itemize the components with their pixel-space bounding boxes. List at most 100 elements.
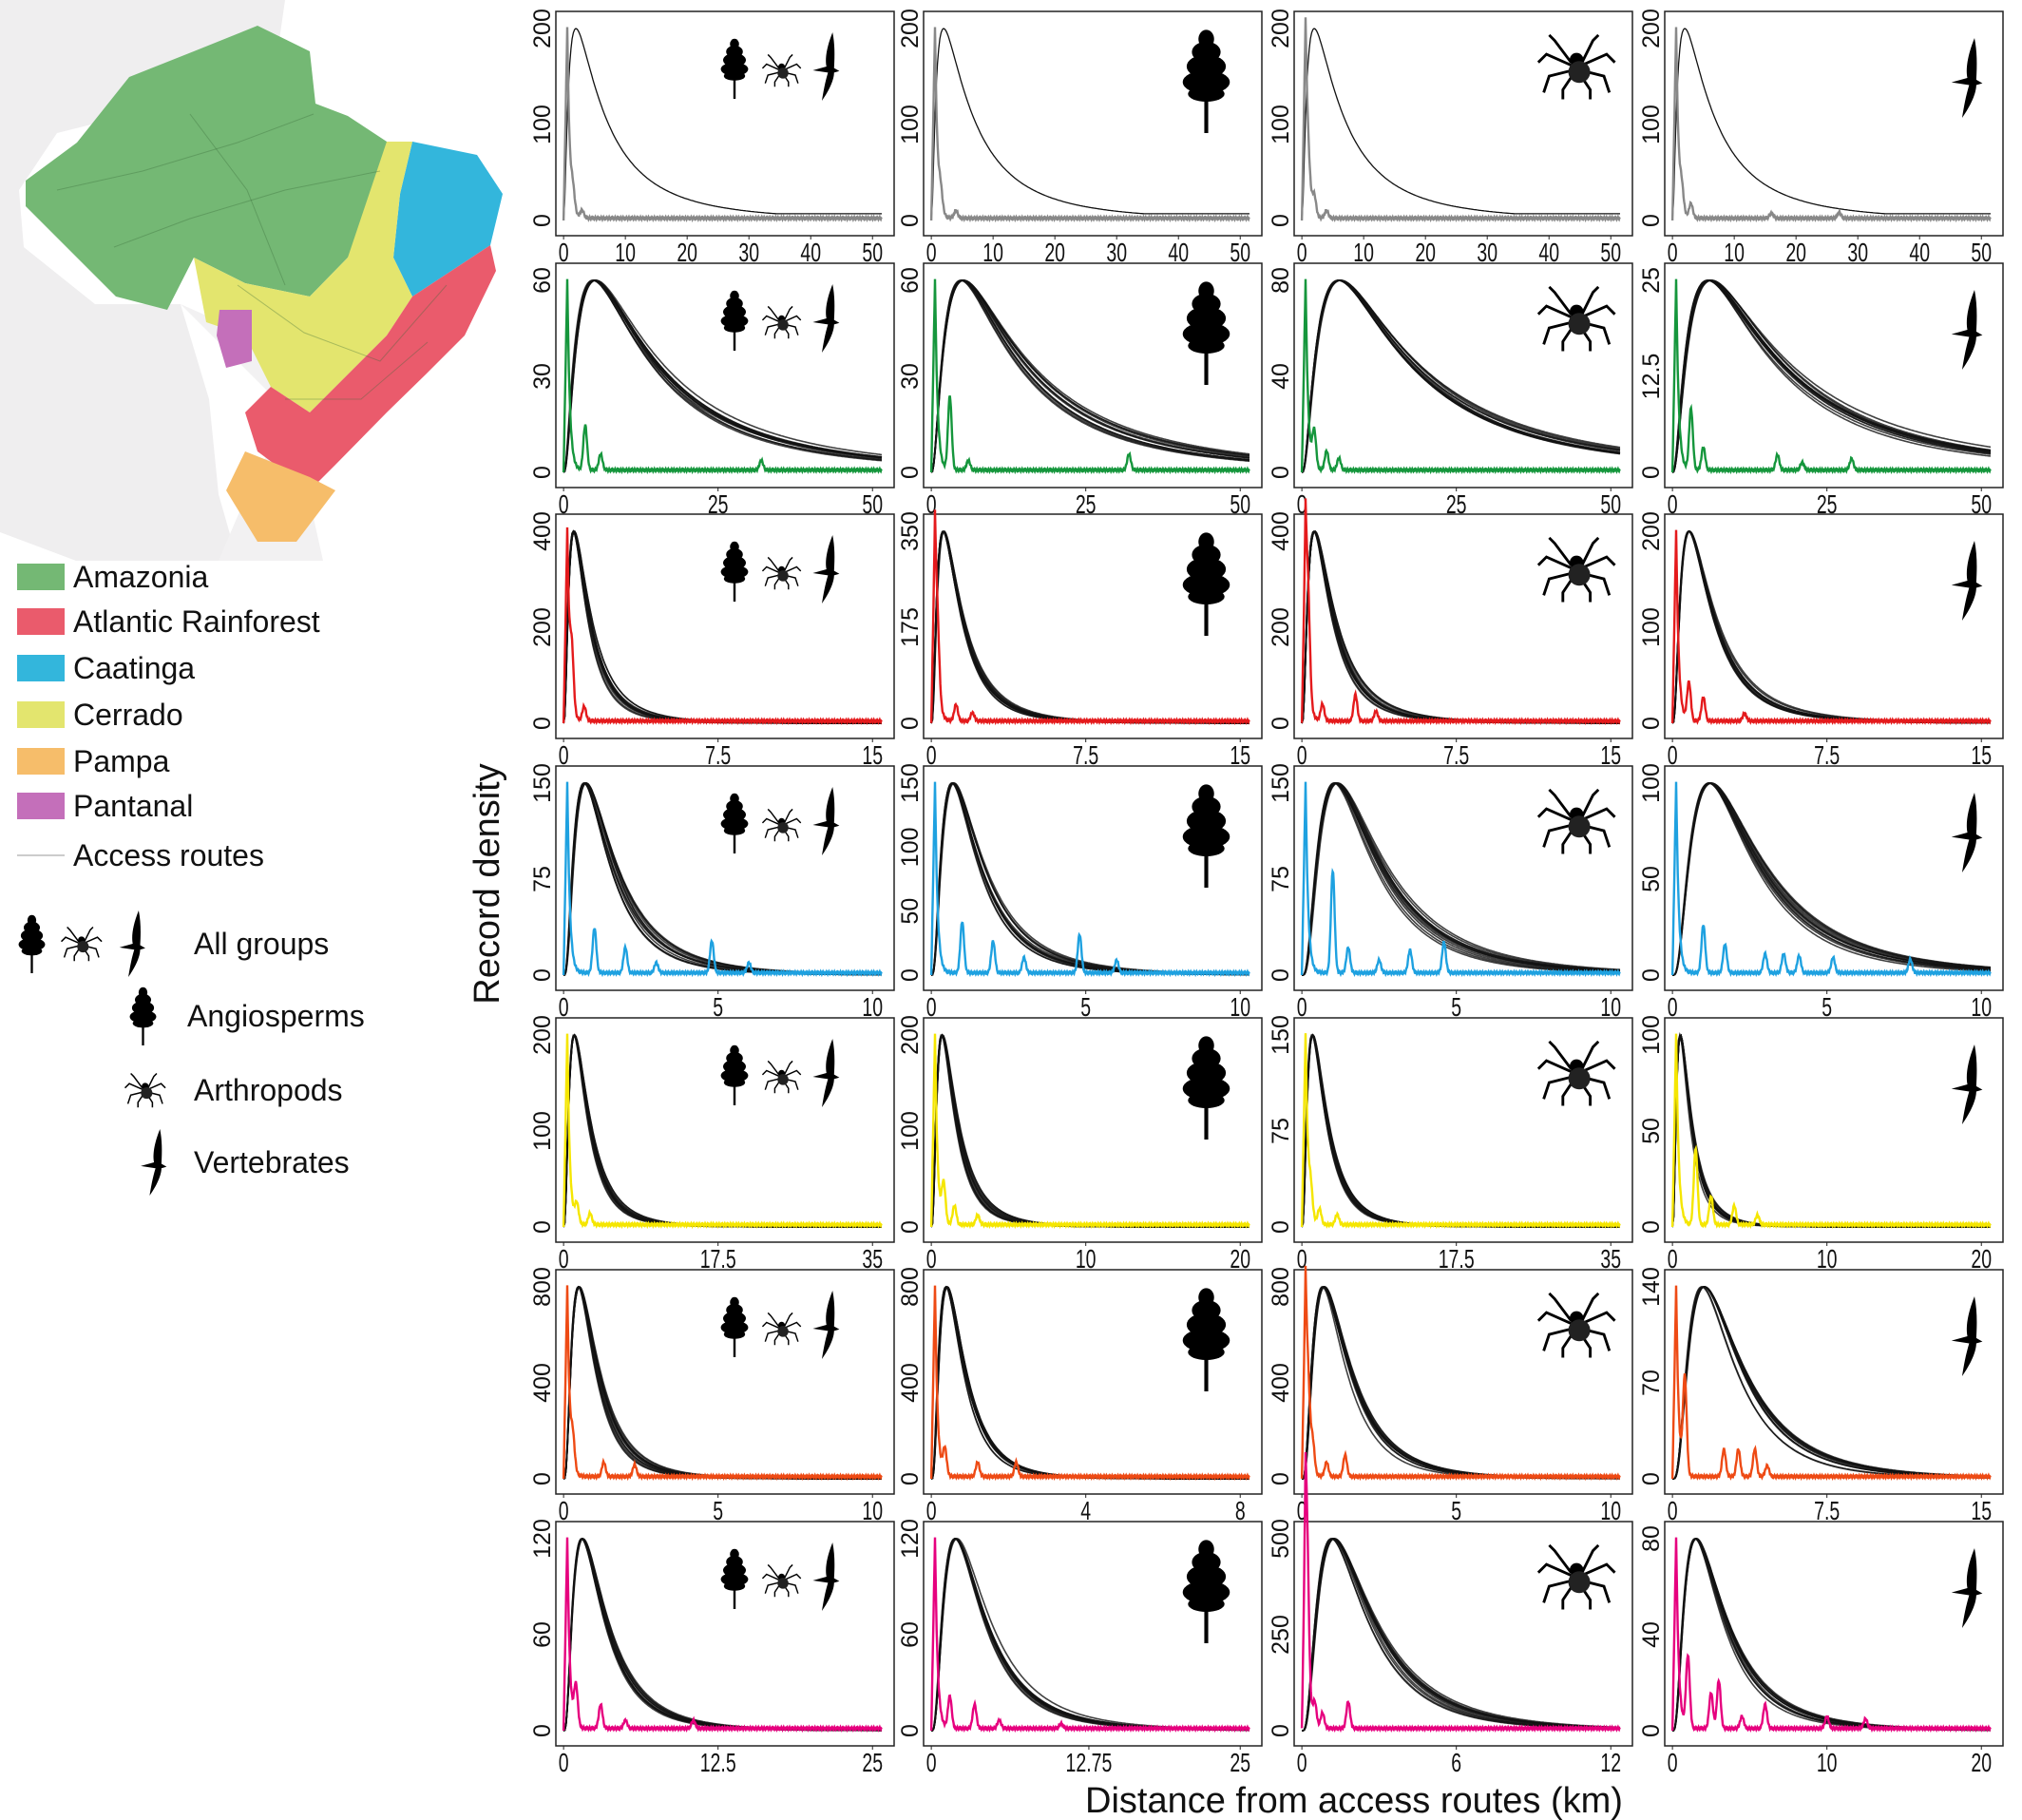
x-tick-label: 5 [713,993,723,1023]
x-tick-label: 0 [559,1749,569,1778]
y-tick-label: 75 [529,866,556,892]
panel-all-groups-row-4: 0 5 10 0 75 150 [529,763,895,1023]
x-tick-label: 25 [862,1749,883,1778]
x-tick-label: 15 [1600,741,1621,771]
expected-density-line [563,28,882,221]
observed-density-line [1670,1285,1992,1482]
x-tick-label: 12.75 [1066,1749,1113,1778]
panel-frame [1293,513,1633,739]
legend-item-atlantic-rainforest: Atlantic Rainforest [17,604,320,639]
y-tick-label: 0 [1638,717,1665,730]
panel-frame [555,1521,895,1747]
y-tick-label: 0 [529,1220,556,1234]
x-tick-label: 10 [1076,1245,1097,1274]
expected-density-line [930,279,1250,473]
expected-density-line [930,279,1250,473]
legend-label: Cerrado [73,698,183,732]
y-tick-label: 200 [897,9,924,48]
observed-density-line [562,781,883,978]
y-tick-label: 0 [529,968,556,982]
y-tick-label: 100 [1268,105,1294,144]
x-tick-label: 5 [1451,993,1461,1023]
y-tick-label: 0 [529,466,556,479]
y-tick-label: 140 [1638,1267,1665,1307]
map-access-routes [56,113,448,400]
x-tick-label: 20 [1415,239,1436,268]
y-tick-label: 0 [1268,717,1294,730]
panel-frame [555,765,895,991]
y-tick-label: 60 [897,1621,924,1648]
legend-label: Atlantic Rainforest [73,604,320,639]
x-tick-label: 0 [1668,741,1678,771]
x-tick-label: 0 [1297,1749,1307,1778]
x-tick-label: 0 [926,1245,937,1274]
x-tick-label: 5 [1080,993,1091,1023]
x-tick-label: 50 [1230,490,1250,520]
x-tick-label: 15 [1230,741,1250,771]
tree-icon [129,987,157,1045]
x-tick-label: 0 [559,1497,569,1526]
x-tick-label: 50 [1600,490,1621,520]
observed-density-line [1300,498,1621,726]
x-tick-label: 12.5 [700,1749,736,1778]
x-tick-label: 25 [1817,490,1838,520]
expected-density-line [563,279,883,473]
y-tick-label: 40 [1268,363,1294,390]
y-tick-label: 200 [529,9,556,48]
x-tick-label: 0 [1297,1497,1307,1526]
panel-frame [1664,10,2004,237]
map-background-countries [0,0,285,561]
x-tick-label: 8 [1235,1497,1246,1526]
y-tick-label: 150 [1268,1015,1294,1055]
y-tick-label: 100 [1638,763,1665,803]
x-tick-label: 0 [926,1749,937,1778]
x-tick-label: 10 [862,1497,883,1526]
expected-density-line [1302,782,1621,976]
expected-density-line [930,28,1249,221]
y-tick-label: 0 [529,214,556,227]
y-tick-label: 0 [1268,1472,1294,1485]
y-tick-label: 350 [897,511,924,551]
expected-density-line [1671,279,1992,473]
x-tick-label: 35 [1600,1245,1621,1274]
y-tick-label: 200 [897,1015,924,1055]
y-tick-label: 250 [1268,1615,1294,1655]
observed-density-line [1300,1451,1621,1734]
y-tick-label: 0 [529,717,556,730]
y-tick-label: 100 [1638,1015,1665,1055]
y-tick-label: 75 [1268,1118,1294,1144]
observed-density-line [1670,529,1992,726]
x-tick-label: 50 [862,239,883,268]
x-tick-label: 10 [1817,1749,1838,1778]
x-tick-label: 0 [926,1497,937,1526]
observed-density-line [1300,278,1621,475]
y-tick-label: 60 [529,267,556,294]
x-tick-label: 10 [1971,993,1992,1023]
expected-density-line [1671,279,1992,473]
y-tick-label: 100 [529,105,556,144]
y-tick-label: 0 [1268,466,1294,479]
spider-icon [60,926,103,962]
y-tick-label: 200 [529,607,556,647]
x-tick-label: 10 [1600,993,1621,1023]
panel-frame [555,1017,895,1243]
observed-density-line [929,27,1250,223]
tree-icon [18,914,46,973]
panel-all-groups-row-6: 0 5 10 0 400 800 [529,1267,895,1526]
panel-frame [1293,1269,1633,1495]
y-tick-label: 60 [897,267,924,294]
y-tick-label: 0 [1638,1472,1665,1485]
panel-all-groups-row-7: 0 12.5 25 0 60 120 [529,1519,895,1778]
x-tick-label: 30 [738,239,759,268]
y-tick-label: 120 [529,1519,556,1559]
legend-label: Caatinga [73,651,195,685]
x-tick-label: 10 [862,993,883,1023]
panel-arthropods-row-1: 0 10 20 30 40 50 0 100 200 [1268,9,1633,268]
map-amazonia [26,26,412,310]
